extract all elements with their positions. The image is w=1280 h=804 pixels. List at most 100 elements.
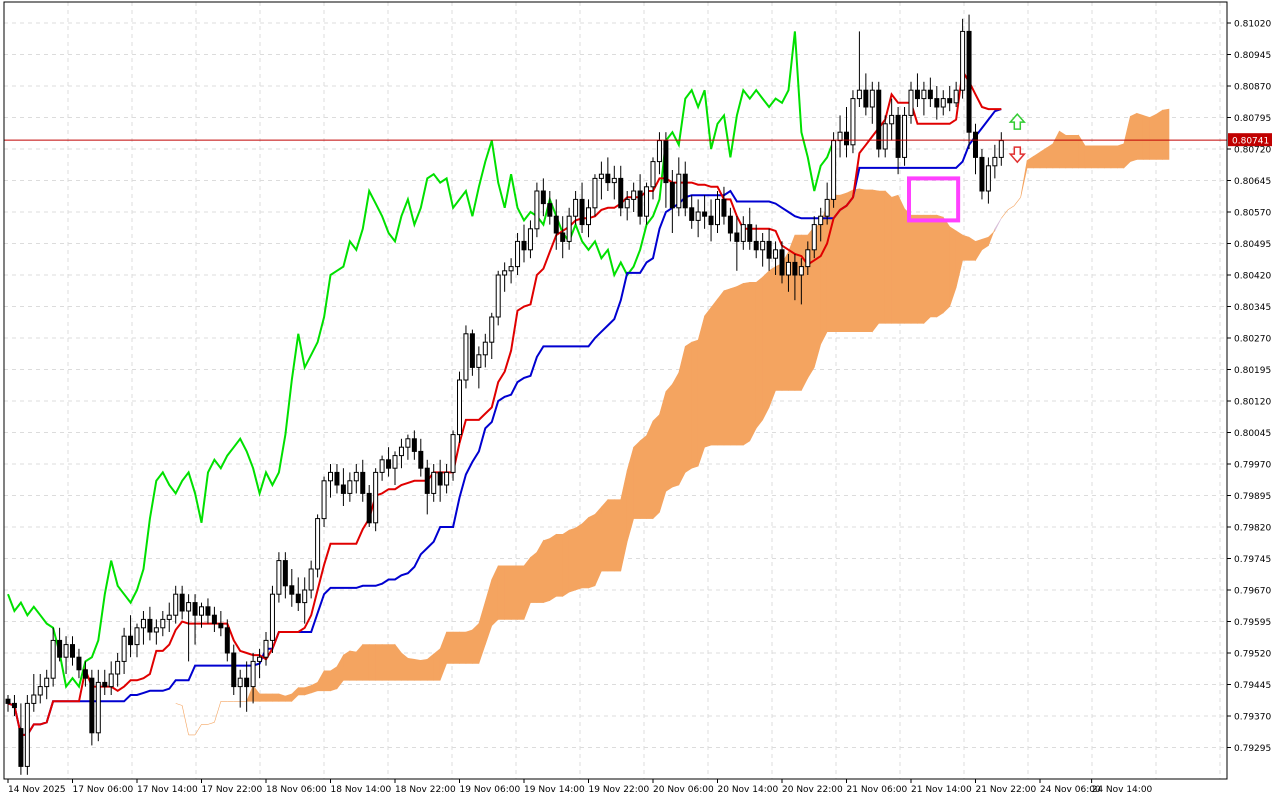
candle[interactable]	[502, 262, 508, 292]
candle[interactable]	[437, 459, 443, 502]
candle[interactable]	[973, 123, 978, 175]
candle[interactable]	[637, 174, 643, 225]
candle[interactable]	[431, 464, 437, 502]
candle[interactable]	[398, 438, 404, 469]
candle[interactable]	[373, 468, 379, 532]
candle[interactable]	[631, 182, 637, 212]
candle[interactable]	[985, 157, 991, 204]
candle[interactable]	[966, 14, 972, 149]
candle[interactable]	[308, 560, 314, 599]
candle[interactable]	[605, 157, 611, 191]
candle[interactable]	[179, 585, 185, 620]
candle[interactable]	[347, 472, 353, 502]
candle[interactable]	[57, 627, 63, 662]
candle[interactable]	[31, 674, 37, 712]
candle[interactable]	[250, 653, 256, 704]
candle[interactable]	[302, 577, 308, 624]
candle[interactable]	[592, 174, 598, 217]
candle[interactable]	[618, 165, 624, 217]
candle[interactable]	[411, 430, 417, 460]
candle[interactable]	[805, 241, 811, 275]
candle[interactable]	[715, 191, 720, 233]
candle[interactable]	[276, 552, 282, 603]
candle[interactable]	[360, 459, 366, 502]
candle[interactable]	[199, 602, 204, 628]
candle[interactable]	[586, 199, 591, 238]
candle[interactable]	[128, 615, 134, 658]
candle[interactable]	[257, 648, 263, 679]
candle[interactable]	[121, 627, 127, 674]
candle[interactable]	[289, 569, 295, 607]
candle[interactable]	[934, 86, 940, 120]
candle[interactable]	[476, 346, 482, 389]
candle[interactable]	[160, 611, 166, 637]
candle[interactable]	[18, 703, 24, 775]
candle[interactable]	[773, 241, 779, 275]
candle[interactable]	[334, 464, 340, 494]
candle[interactable]	[760, 233, 766, 267]
candle[interactable]	[269, 585, 275, 653]
candle[interactable]	[44, 669, 50, 700]
candle[interactable]	[721, 186, 727, 225]
candle[interactable]	[850, 90, 856, 154]
candle[interactable]	[527, 220, 533, 259]
candle[interactable]	[295, 577, 301, 611]
candle[interactable]	[876, 81, 882, 158]
candle[interactable]	[424, 459, 430, 515]
candle[interactable]	[553, 199, 559, 250]
candle[interactable]	[573, 191, 579, 225]
candle[interactable]	[166, 602, 172, 632]
candle[interactable]	[992, 144, 998, 179]
candle[interactable]	[328, 464, 333, 498]
candle[interactable]	[147, 606, 153, 641]
candle[interactable]	[676, 157, 682, 217]
candle[interactable]	[82, 661, 88, 687]
candle[interactable]	[669, 170, 675, 233]
candle[interactable]	[237, 669, 243, 708]
candle[interactable]	[231, 644, 237, 695]
candle[interactable]	[624, 191, 630, 221]
candle[interactable]	[598, 161, 604, 200]
candle[interactable]	[798, 258, 804, 305]
candle[interactable]	[353, 464, 359, 494]
candle[interactable]	[560, 216, 566, 259]
candle[interactable]	[37, 674, 43, 704]
candle[interactable]	[863, 73, 869, 116]
candle[interactable]	[908, 81, 914, 124]
candle[interactable]	[960, 18, 966, 99]
candle[interactable]	[844, 107, 849, 158]
candle[interactable]	[134, 623, 140, 658]
candle[interactable]	[927, 77, 933, 107]
candle[interactable]	[921, 81, 927, 116]
candle[interactable]	[5, 695, 11, 712]
candle[interactable]	[547, 191, 553, 225]
candle[interactable]	[534, 182, 540, 238]
candle[interactable]	[979, 149, 985, 200]
candle[interactable]	[205, 598, 211, 624]
candle[interactable]	[856, 31, 862, 107]
candle[interactable]	[566, 207, 572, 250]
candle[interactable]	[811, 216, 817, 259]
candle[interactable]	[244, 661, 250, 712]
candle[interactable]	[457, 371, 462, 443]
candle[interactable]	[102, 669, 108, 695]
candle[interactable]	[940, 90, 946, 116]
candle[interactable]	[108, 661, 114, 695]
candle[interactable]	[11, 695, 17, 716]
candle[interactable]	[95, 669, 101, 742]
candle[interactable]	[882, 115, 888, 158]
candle[interactable]	[779, 241, 785, 284]
candle[interactable]	[153, 619, 159, 645]
candle[interactable]	[747, 207, 753, 250]
candle[interactable]	[521, 224, 527, 263]
candle[interactable]	[392, 451, 398, 485]
candle[interactable]	[186, 594, 192, 662]
candle[interactable]	[644, 182, 650, 225]
candle[interactable]	[947, 86, 953, 112]
candle[interactable]	[508, 258, 514, 284]
candle[interactable]	[702, 195, 708, 229]
candle[interactable]	[734, 216, 740, 271]
candle[interactable]	[444, 464, 450, 494]
candle[interactable]	[315, 514, 321, 578]
candle[interactable]	[753, 224, 759, 259]
